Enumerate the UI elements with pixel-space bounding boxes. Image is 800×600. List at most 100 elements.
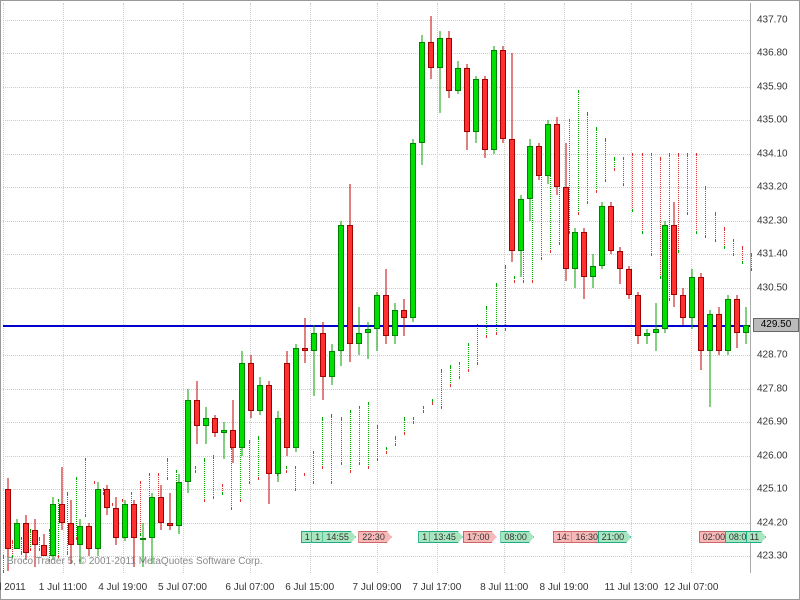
time-marker[interactable]: 08:00 [500, 531, 534, 543]
candle[interactable] [599, 3, 605, 573]
x-tick-label: 1 Jul 11:00 [39, 582, 87, 593]
time-marker[interactable]: 13:45 [429, 531, 463, 543]
candle[interactable] [347, 3, 353, 573]
candle[interactable] [671, 3, 677, 573]
candle[interactable] [527, 3, 533, 573]
candle[interactable] [365, 3, 371, 573]
candle[interactable] [374, 3, 380, 573]
candle[interactable] [302, 3, 308, 573]
candle[interactable] [176, 3, 182, 573]
candle[interactable] [554, 3, 560, 573]
candle[interactable] [707, 3, 713, 573]
candle[interactable] [284, 3, 290, 573]
y-tick-label: 437.70 [757, 14, 788, 25]
candle[interactable] [275, 3, 281, 573]
candle[interactable] [725, 3, 731, 573]
candle[interactable] [122, 3, 128, 573]
candle[interactable] [230, 3, 236, 573]
candle[interactable] [149, 3, 155, 573]
candle[interactable] [734, 3, 740, 573]
candle[interactable] [608, 3, 614, 573]
candle[interactable] [635, 3, 641, 573]
candle[interactable] [221, 3, 227, 573]
candle[interactable] [437, 3, 443, 573]
candle[interactable] [698, 3, 704, 573]
time-marker[interactable]: 22:30 [358, 531, 392, 543]
candle[interactable] [131, 3, 137, 573]
chart-container: 1114:5522:30113:4517:0008:0014:16:3021:0… [0, 0, 800, 600]
candle[interactable] [212, 3, 218, 573]
cloud-boundary [596, 190, 598, 192]
time-marker[interactable]: 14:55 [322, 531, 356, 543]
time-marker[interactable]: 17:00 [463, 531, 497, 543]
time-marker[interactable]: 21:00 [598, 531, 632, 543]
candle[interactable] [428, 3, 434, 573]
candle[interactable] [680, 3, 686, 573]
candle[interactable] [689, 3, 695, 573]
candle[interactable] [563, 3, 569, 573]
candle[interactable] [23, 3, 29, 573]
candle[interactable] [419, 3, 425, 573]
cloud-boundary [623, 183, 625, 185]
candle[interactable] [455, 3, 461, 573]
candle[interactable] [644, 3, 650, 573]
candle[interactable] [536, 3, 542, 573]
candle[interactable] [50, 3, 56, 573]
candle[interactable] [500, 3, 506, 573]
candle[interactable] [158, 3, 164, 573]
candle[interactable] [203, 3, 209, 573]
candle[interactable] [86, 3, 92, 573]
candle[interactable] [617, 3, 623, 573]
candle[interactable] [266, 3, 272, 573]
candle[interactable] [446, 3, 452, 573]
candle[interactable] [662, 3, 668, 573]
candle[interactable] [329, 3, 335, 573]
candle[interactable] [185, 3, 191, 573]
candle[interactable] [320, 3, 326, 573]
candle[interactable] [5, 3, 11, 573]
candle[interactable] [626, 3, 632, 573]
candle[interactable] [194, 3, 200, 573]
y-tick-label: 428.70 [757, 350, 788, 361]
candle[interactable] [653, 3, 659, 573]
candle[interactable] [311, 3, 317, 573]
candle[interactable] [41, 3, 47, 573]
candle[interactable] [743, 3, 749, 573]
candle[interactable] [95, 3, 101, 573]
candle[interactable] [473, 3, 479, 573]
candle[interactable] [248, 3, 254, 573]
candle[interactable] [338, 3, 344, 573]
candle[interactable] [518, 3, 524, 573]
candle[interactable] [581, 3, 587, 573]
candle[interactable] [356, 3, 362, 573]
candle[interactable] [32, 3, 38, 573]
candle[interactable] [167, 3, 173, 573]
candle[interactable] [401, 3, 407, 573]
candle[interactable] [572, 3, 578, 573]
candle[interactable] [59, 3, 65, 573]
candle[interactable] [545, 3, 551, 573]
cloud-boundary [614, 157, 616, 159]
candle[interactable] [104, 3, 110, 573]
candle[interactable] [716, 3, 722, 573]
y-tick-label: 435.90 [757, 81, 788, 92]
candle[interactable] [491, 3, 497, 573]
candle[interactable] [392, 3, 398, 573]
candle[interactable] [14, 3, 20, 573]
candle[interactable] [239, 3, 245, 573]
y-tick-label: 434.10 [757, 148, 788, 159]
candle[interactable] [482, 3, 488, 573]
candle[interactable] [113, 3, 119, 573]
candle[interactable] [383, 3, 389, 573]
candle[interactable] [464, 3, 470, 573]
candle[interactable] [140, 3, 146, 573]
cloud-boundary [605, 138, 607, 140]
candle[interactable] [509, 3, 515, 573]
candle[interactable] [77, 3, 83, 573]
candle[interactable] [410, 3, 416, 573]
candle[interactable] [590, 3, 596, 573]
candle[interactable] [68, 3, 74, 573]
candle[interactable] [293, 3, 299, 573]
plot-area[interactable]: 1114:5522:30113:4517:0008:0014:16:3021:0… [3, 3, 751, 573]
candle[interactable] [257, 3, 263, 573]
